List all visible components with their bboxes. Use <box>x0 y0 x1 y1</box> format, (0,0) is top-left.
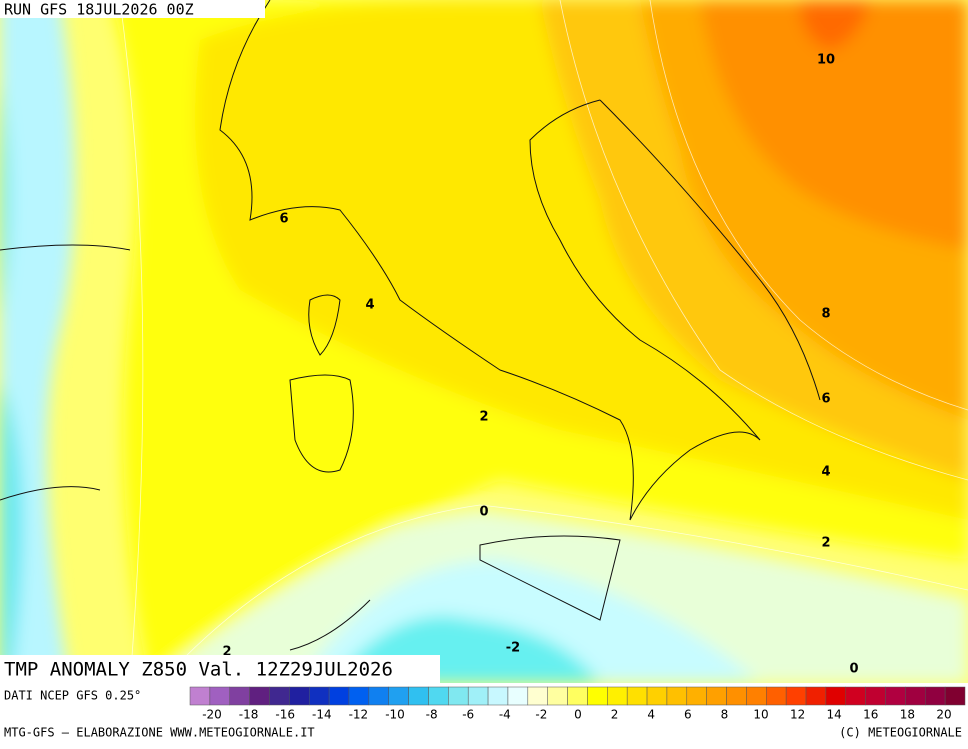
colorbar-swatch <box>328 686 350 706</box>
colorbar-swatch <box>766 686 787 706</box>
colorbar-tick-label: 16 <box>863 708 878 722</box>
colorbar-swatch <box>885 686 906 706</box>
colorbar-tick-label: 20 <box>936 708 951 722</box>
colorbar-swatch <box>845 686 866 706</box>
colorbar-tick-label: -8 <box>426 708 438 722</box>
map-title: TMP ANOMALY Z850 Val. 12Z29JUL2026 <box>4 659 393 681</box>
contour-label: 4 <box>821 465 830 480</box>
colorbar-tick-label: -20 <box>202 708 222 722</box>
colorbar-swatch <box>905 686 926 706</box>
footer-right: (C) METEOGIORNALE <box>839 726 962 740</box>
colorbar: -20 -18 -16 -14 -12 -10 -8 -6 -4 -2 0 2 4 6 8 10 12 14 16 1… <box>189 686 966 722</box>
colorbar-swatch <box>607 686 628 706</box>
contour-label: 6 <box>279 212 288 227</box>
colorbar-tick-label: 8 <box>721 708 729 722</box>
colorbar-swatch <box>467 686 489 706</box>
colorbar-swatch <box>706 686 727 706</box>
contour-label: 4 <box>365 298 374 313</box>
colorbar-swatch <box>925 686 946 706</box>
contour-label: 2 <box>479 410 488 425</box>
colorbar-tick-label: 0 <box>574 708 582 722</box>
colorbar-tick-label: 4 <box>647 708 655 722</box>
colorbar-swatch <box>229 686 250 706</box>
colorbar-swatch <box>865 686 886 706</box>
colorbar-swatch <box>388 686 409 706</box>
colorbar-swatch <box>507 686 529 706</box>
colorbar-swatch <box>587 686 608 706</box>
colorbar-tick-label: -4 <box>499 708 511 722</box>
footer-left: MTG-GFS — ELABORAZIONE WWW.METEOGIORNALE… <box>4 726 315 740</box>
colorbar-tick-label: 2 <box>611 708 619 722</box>
contour-label: 2 <box>821 536 830 551</box>
contour-labels: 10 6 4 8 6 2 4 0 2 -2 0 2 <box>222 53 858 677</box>
colorbar-tick-label: 10 <box>753 708 768 722</box>
contour-label: 0 <box>479 505 488 520</box>
colorbar-swatch <box>567 686 588 706</box>
colorbar-swatch <box>308 686 330 706</box>
colorbar-tick-label: -16 <box>275 708 295 722</box>
colorbar-swatch <box>269 686 290 706</box>
contour-label: 0 <box>849 662 858 677</box>
colorbar-tick-label: -2 <box>535 708 547 722</box>
colorbar-swatch <box>289 686 310 706</box>
colorbar-swatch <box>348 686 370 706</box>
colorbar-swatch <box>368 686 389 706</box>
colorbar-swatch <box>785 686 807 706</box>
colorbar-swatch <box>547 686 568 706</box>
colorbar-swatch <box>189 686 211 706</box>
colorbar-tick-label: -12 <box>349 708 369 722</box>
colorbar-tick-label: -14 <box>312 708 332 722</box>
colorbar-tick-label: -6 <box>462 708 474 722</box>
colorbar-swatch <box>944 686 966 706</box>
colorbar-swatch <box>626 686 648 706</box>
colorbar-swatch <box>746 686 767 706</box>
colorbar-swatch <box>527 686 548 706</box>
colorbar-tick-label: -18 <box>239 708 259 722</box>
contour-label: 2 <box>222 645 231 660</box>
colorbar-swatch <box>249 686 270 706</box>
colorbar-swatch <box>726 686 747 706</box>
colorbar-swatch <box>805 686 827 706</box>
colorbar-tick-label: 6 <box>684 708 692 722</box>
colorbar-tick-label: 14 <box>827 708 842 722</box>
colorbar-swatch <box>428 686 449 706</box>
contour-label: -2 <box>506 641 520 656</box>
source-label: DATI NCEP GFS 0.25° <box>4 689 141 703</box>
colorbar-tick-label: -10 <box>385 708 405 722</box>
colorbar-swatch <box>646 686 668 706</box>
contour-label: 6 <box>821 392 830 407</box>
run-label: RUN GFS 18JUL2026 00Z <box>4 1 194 19</box>
field: 10 6 4 8 6 2 4 0 2 -2 0 2 <box>0 0 968 683</box>
contour-label: 10 <box>817 53 835 68</box>
colorbar-swatch <box>686 686 707 706</box>
colorbar-swatch <box>209 686 230 706</box>
colorbar-swatch <box>448 686 469 706</box>
colorbar-swatch <box>666 686 688 706</box>
colorbar-swatch <box>487 686 509 706</box>
colorbar-tick-label: 18 <box>900 708 915 722</box>
colorbar-tick-label: 12 <box>790 708 805 722</box>
colorbar-swatch <box>408 686 429 706</box>
contour-label: 8 <box>821 307 830 322</box>
colorbar-swatch <box>825 686 847 706</box>
